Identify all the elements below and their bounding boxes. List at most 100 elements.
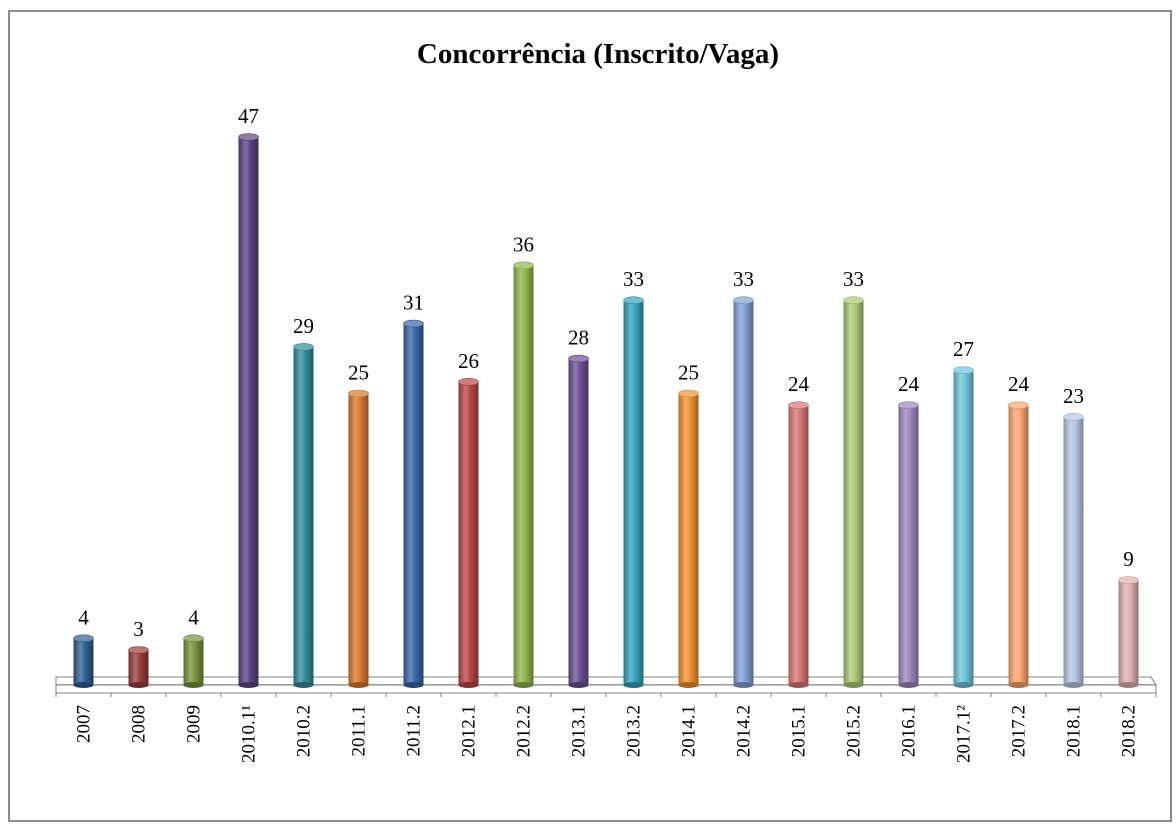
- bar-top: [513, 261, 534, 270]
- data-label: 23: [1063, 384, 1084, 408]
- data-label: 4: [78, 605, 89, 629]
- bar: [623, 300, 644, 685]
- bar-base: [1118, 682, 1139, 688]
- bar: [458, 381, 479, 685]
- data-label: 24: [1008, 372, 1030, 396]
- bar-base: [678, 682, 699, 688]
- bar-top: [403, 319, 424, 328]
- bar: [568, 358, 589, 685]
- x-tick-label: 2011.2: [404, 705, 425, 757]
- bar: [1063, 416, 1084, 685]
- chart-floor-front: [55, 684, 1157, 694]
- data-label: 33: [623, 267, 644, 291]
- data-label: 33: [843, 267, 864, 291]
- bar-base: [238, 682, 259, 688]
- bar-top: [733, 296, 754, 305]
- bar: [183, 638, 204, 685]
- x-tick-label: 2016.1: [899, 705, 920, 757]
- bar-top: [293, 343, 314, 351]
- x-tick-label: 2010.1¹: [239, 705, 260, 763]
- bar: [238, 137, 259, 685]
- x-tick-label: 2010.2: [294, 705, 315, 757]
- bar-top: [898, 401, 919, 409]
- bar: [953, 370, 974, 685]
- data-label: 36: [513, 232, 534, 256]
- bar: [898, 405, 919, 685]
- x-tick-label: 2007: [74, 705, 95, 743]
- x-tick-label: 2011.1: [349, 705, 370, 757]
- x-tick-label: 2012.2: [514, 705, 535, 757]
- bar: [128, 650, 149, 685]
- bar-base: [458, 682, 479, 688]
- bar: [788, 405, 809, 685]
- data-label: 25: [348, 361, 369, 385]
- data-label: 24: [788, 372, 810, 396]
- x-tick-label: 2017.1²: [954, 705, 975, 763]
- data-label: 47: [238, 104, 259, 128]
- chart-title: Concorrência (Inscrito/Vaga): [417, 38, 779, 70]
- bar-base: [568, 682, 589, 688]
- data-label: 31: [403, 291, 424, 315]
- bar-top: [843, 296, 864, 305]
- bar-top: [678, 389, 699, 398]
- x-tick-label: 2015.1: [789, 705, 810, 757]
- data-label: 4: [188, 605, 199, 629]
- bar-base: [73, 682, 94, 688]
- x-tick-label: 2013.2: [624, 705, 645, 757]
- bar: [843, 300, 864, 685]
- bar-top: [1063, 413, 1084, 421]
- data-label: 28: [568, 326, 589, 350]
- bar-base: [348, 682, 369, 688]
- bar: [1008, 405, 1029, 685]
- bar-top: [73, 634, 94, 643]
- bar-base: [183, 682, 204, 688]
- x-tick-label: 2018.1: [1064, 705, 1085, 757]
- bar: [513, 265, 534, 685]
- bar-base: [293, 682, 314, 688]
- x-tick-label: 2018.2: [1119, 705, 1140, 757]
- bar-base: [733, 682, 754, 688]
- data-label: 33: [733, 267, 754, 291]
- data-label: 27: [953, 337, 974, 361]
- x-tick-label: 2009: [184, 705, 205, 743]
- bar-base: [1063, 682, 1084, 688]
- bar: [1118, 580, 1139, 685]
- bar-top: [568, 354, 589, 363]
- data-label: 29: [293, 314, 314, 338]
- bar-top: [238, 133, 259, 141]
- bar: [733, 300, 754, 685]
- x-tick-label: 2013.1: [569, 705, 590, 757]
- x-tick-label: 2014.2: [734, 705, 755, 757]
- bar-top: [1008, 401, 1029, 409]
- bar-base: [898, 682, 919, 688]
- data-label: 3: [133, 617, 144, 641]
- bar-base: [788, 682, 809, 688]
- data-label: 9: [1123, 547, 1134, 571]
- bar-top: [953, 366, 974, 374]
- x-tick-label: 2015.2: [844, 705, 865, 757]
- data-label: 24: [898, 372, 920, 396]
- x-tick-label: 2012.1: [459, 705, 480, 757]
- bar-top: [128, 646, 149, 654]
- chart-floor: [55, 676, 1157, 686]
- bar-base: [1008, 682, 1029, 688]
- bar-top: [458, 378, 479, 386]
- bar-top: [623, 296, 644, 305]
- data-label: 26: [458, 349, 479, 373]
- bar-base: [843, 682, 864, 688]
- data-label: 25: [678, 361, 699, 385]
- bar-top: [183, 634, 204, 643]
- bar-top: [348, 389, 369, 398]
- bar: [678, 393, 699, 685]
- bar: [293, 346, 314, 685]
- bar-base: [128, 682, 149, 688]
- plot-area: 4 2007 3 2008 4 2009 47 2010.1¹ 29 2010.2 25 2011.1…: [55, 104, 1157, 763]
- bar: [348, 393, 369, 685]
- x-tick-label: 2008: [129, 705, 150, 743]
- bar-base: [513, 682, 534, 688]
- bar: [73, 638, 94, 685]
- bar-base: [623, 682, 644, 688]
- bar-top: [1118, 576, 1139, 584]
- bar-top: [788, 401, 809, 409]
